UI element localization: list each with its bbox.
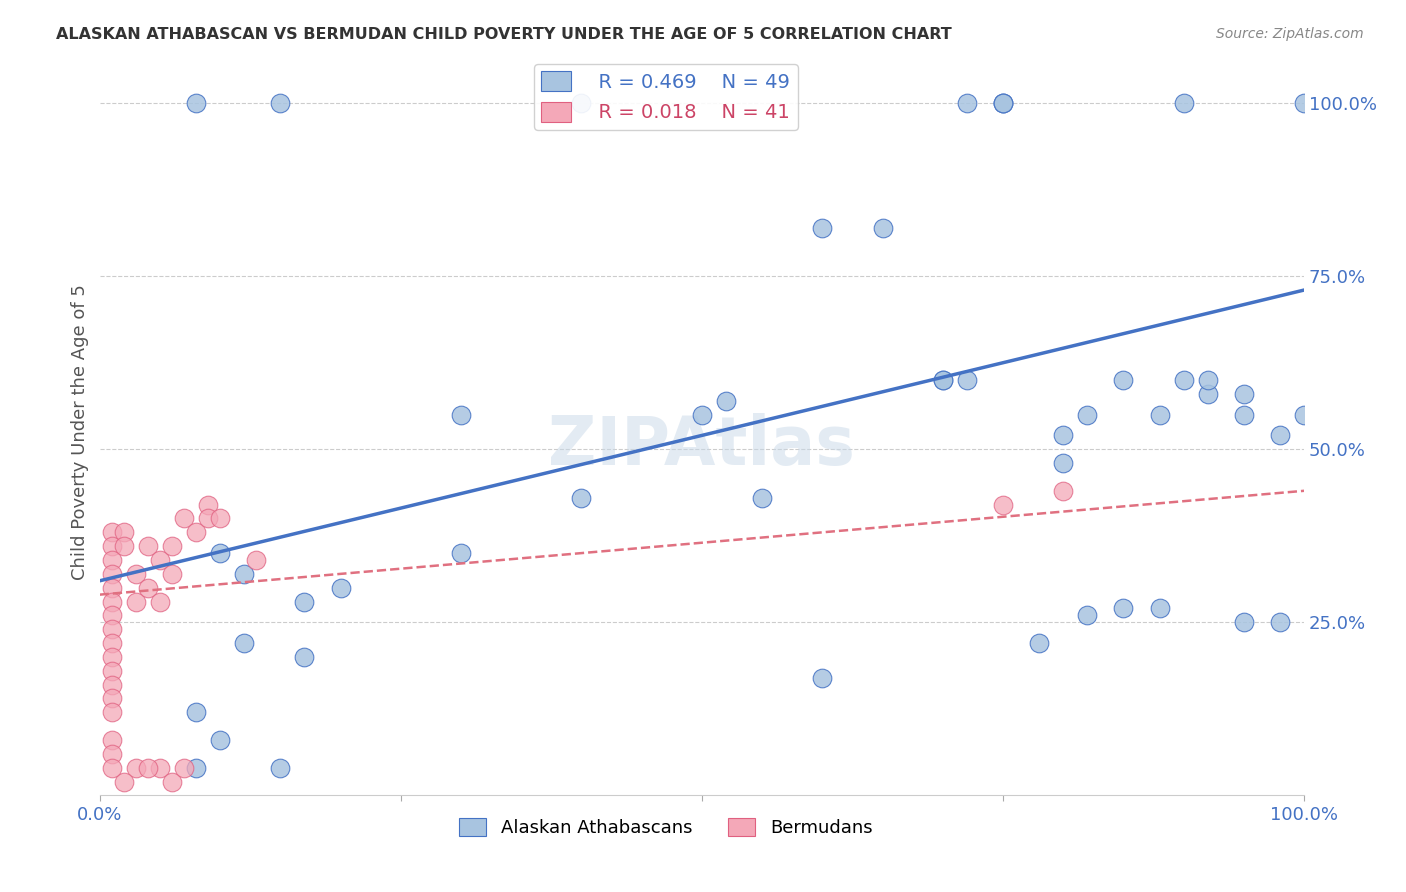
Point [100,706,122,720]
Point [991,96,1014,111]
Point [100,539,122,553]
Point [1052,456,1074,470]
Point [1233,615,1256,630]
Point [136,761,159,775]
Point [1173,96,1195,111]
Point [209,733,232,747]
Point [100,581,122,595]
Point [1076,408,1098,422]
Point [100,664,122,678]
Point [160,774,183,789]
Point [714,393,737,408]
Point [100,747,122,761]
Point [872,220,894,235]
Point [690,408,713,422]
Point [100,761,122,775]
Point [233,566,256,581]
Point [956,96,979,111]
Point [751,491,773,505]
Point [136,539,159,553]
Point [197,511,219,525]
Text: ZIPAtlas: ZIPAtlas [548,414,855,480]
Text: Source: ZipAtlas.com: Source: ZipAtlas.com [1216,27,1364,41]
Point [197,498,219,512]
Point [125,594,148,608]
Point [1173,373,1195,387]
Point [1028,636,1050,650]
Point [100,678,122,692]
Point [125,761,148,775]
Point [245,553,267,567]
Point [571,491,593,505]
Point [100,553,122,567]
Point [149,594,172,608]
Point [160,566,183,581]
Point [450,546,472,560]
Point [1149,408,1171,422]
Point [991,96,1014,111]
Point [991,498,1014,512]
Point [269,761,291,775]
Point [1294,408,1316,422]
Legend: Alaskan Athabascans, Bermudans: Alaskan Athabascans, Bermudans [451,811,880,845]
Point [125,566,148,581]
Point [112,539,135,553]
Point [184,761,207,775]
Text: ALASKAN ATHABASCAN VS BERMUDAN CHILD POVERTY UNDER THE AGE OF 5 CORRELATION CHAR: ALASKAN ATHABASCAN VS BERMUDAN CHILD POV… [56,27,952,42]
Point [233,636,256,650]
Point [100,622,122,636]
Point [1052,483,1074,498]
Point [209,511,232,525]
Point [1112,373,1135,387]
Point [571,96,593,111]
Point [100,649,122,664]
Point [100,691,122,706]
Point [956,373,979,387]
Point [100,636,122,650]
Point [1268,615,1291,630]
Point [112,525,135,540]
Point [100,608,122,623]
Point [149,553,172,567]
Point [184,96,207,111]
Point [932,373,955,387]
Point [1076,608,1098,623]
Point [136,581,159,595]
Point [1197,373,1219,387]
Point [209,546,232,560]
Point [269,96,291,111]
Point [991,96,1014,111]
Point [100,594,122,608]
Point [1149,601,1171,615]
Point [811,671,834,685]
Point [294,649,316,664]
Point [184,706,207,720]
Point [112,774,135,789]
Point [173,761,195,775]
Point [100,566,122,581]
Point [1294,96,1316,111]
Point [100,733,122,747]
Point [811,220,834,235]
Point [1197,387,1219,401]
Point [160,539,183,553]
Point [294,594,316,608]
Point [1233,408,1256,422]
Point [184,525,207,540]
Point [173,511,195,525]
Y-axis label: Child Poverty Under the Age of 5: Child Poverty Under the Age of 5 [72,284,89,580]
Point [1268,428,1291,442]
Point [149,761,172,775]
Point [1052,428,1074,442]
Point [1112,601,1135,615]
Point [100,525,122,540]
Point [1233,387,1256,401]
Point [329,581,352,595]
Point [932,373,955,387]
Point [450,408,472,422]
